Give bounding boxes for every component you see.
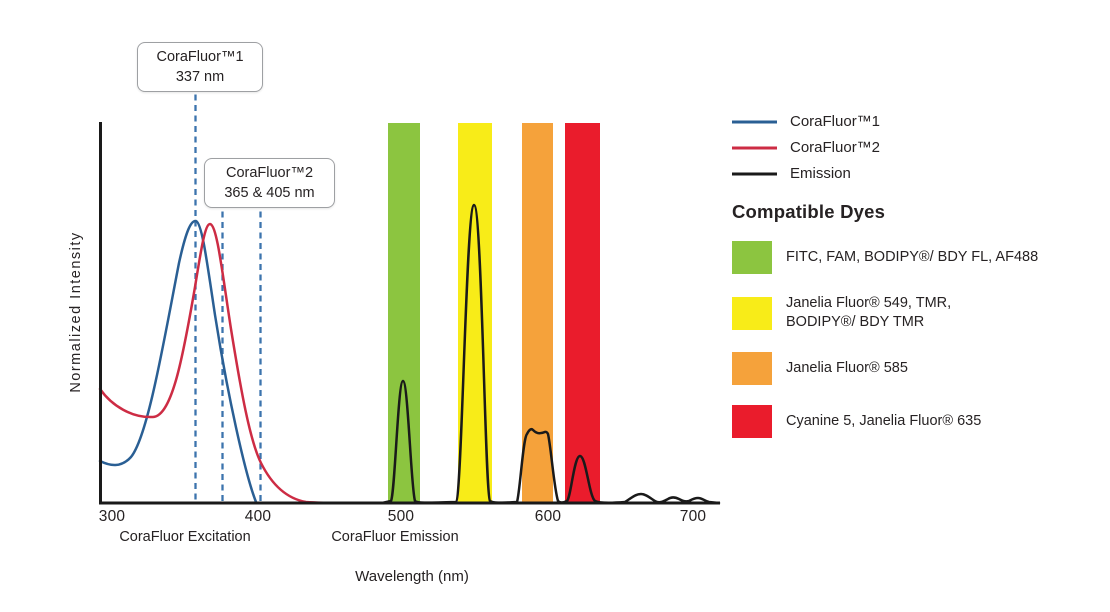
legend-item-emission: Emission — [732, 164, 1092, 183]
swatch-fill — [732, 241, 772, 274]
dye-label: Janelia Fluor® 585 — [786, 359, 908, 378]
dye-swatch-red — [732, 405, 772, 439]
dye-row-red: Cyanine 5, Janelia Fluor® 635 — [732, 405, 1092, 439]
swatch-fill — [732, 405, 772, 439]
legend-item-corafluor1: CoraFluor™1 — [732, 112, 1092, 131]
callout-title: CoraFluor™2 — [225, 165, 314, 181]
x-tick: 700 — [679, 508, 707, 525]
callout-corafluor1-337nm: CoraFluor™1 337 nm — [137, 42, 263, 92]
x-axis-title: Wavelength (nm) — [355, 568, 469, 585]
dye-row-green: FITC, FAM, BODIPY®/ BDY FL, AF488 — [732, 241, 1092, 274]
swatch-fill — [732, 172, 777, 175]
compatible-dyes-list: FITC, FAM, BODIPY®/ BDY FL, AF488 Janeli… — [732, 241, 1092, 439]
swatch-fill — [732, 146, 777, 149]
swatch-fill — [732, 296, 772, 330]
dye-swatch-orange — [732, 352, 772, 386]
legend-item-corafluor2: CoraFluor™2 — [732, 138, 1092, 157]
legend-label: CoraFluor™1 — [790, 113, 881, 130]
x-tick: 300 — [98, 508, 126, 525]
dye-label: Cyanine 5, Janelia Fluor® 635 — [786, 412, 981, 431]
callout-value: 365 & 405 nm — [224, 185, 315, 201]
excitation-curve-corafluor1 — [98, 219, 258, 504]
callout-corafluor2-365-405nm: CoraFluor™2 365 & 405 nm — [204, 158, 335, 208]
filter-band-red — [565, 123, 600, 503]
excitation-region-label: CoraFluor Excitation — [119, 529, 251, 545]
dye-row-yellow: Janelia Fluor® 549, TMR, BODIPY®/ BDY TM… — [732, 294, 1092, 332]
dye-label-line: FITC, FAM, BODIPY®/ BDY FL, AF488 — [786, 248, 1039, 265]
x-tick: 500 — [387, 508, 415, 525]
dye-label-line: Cyanine 5, Janelia Fluor® 635 — [786, 413, 982, 430]
emission-region-label: CoraFluor Emission — [331, 529, 459, 545]
emission-curve — [380, 203, 721, 505]
dye-label: FITC, FAM, BODIPY®/ BDY FL, AF488 — [786, 248, 1038, 267]
swatch-fill — [732, 352, 772, 386]
dye-label-line: Janelia Fluor® 549, TMR, — [786, 295, 952, 311]
x-tick: 600 — [534, 508, 562, 525]
dye-label-line: BODIPY®/ BDY TMR — [786, 314, 925, 331]
dye-swatch-yellow — [732, 296, 772, 330]
swatch-fill — [732, 120, 777, 123]
legend-label: CoraFluor™2 — [790, 139, 881, 156]
callout-value: 337 nm — [175, 69, 225, 85]
legend-label: Emission — [790, 165, 851, 182]
dye-row-orange: Janelia Fluor® 585 — [732, 352, 1092, 386]
corafluor1-line-swatch — [732, 120, 777, 123]
compatible-dyes-heading: Compatible Dyes — [732, 201, 886, 222]
corafluor2-line-swatch — [732, 146, 777, 149]
y-axis-title: Normalized Intensity — [68, 231, 84, 393]
emission-line-swatch — [732, 172, 777, 175]
filter-band-green — [388, 123, 420, 503]
dye-label: Janelia Fluor® 549, TMR, BODIPY®/ BDY TM… — [786, 294, 951, 332]
callout-title: CoraFluor™1 — [156, 49, 244, 65]
dye-swatch-green — [732, 241, 772, 274]
legend: CoraFluor™1 CoraFluor™2 Emission Compati… — [732, 112, 1092, 458]
excitation-curve-corafluor2 — [98, 222, 354, 505]
x-tick: 400 — [244, 508, 272, 525]
dye-label-line: Janelia Fluor® 585 — [786, 360, 908, 377]
filter-band-orange — [522, 123, 553, 503]
